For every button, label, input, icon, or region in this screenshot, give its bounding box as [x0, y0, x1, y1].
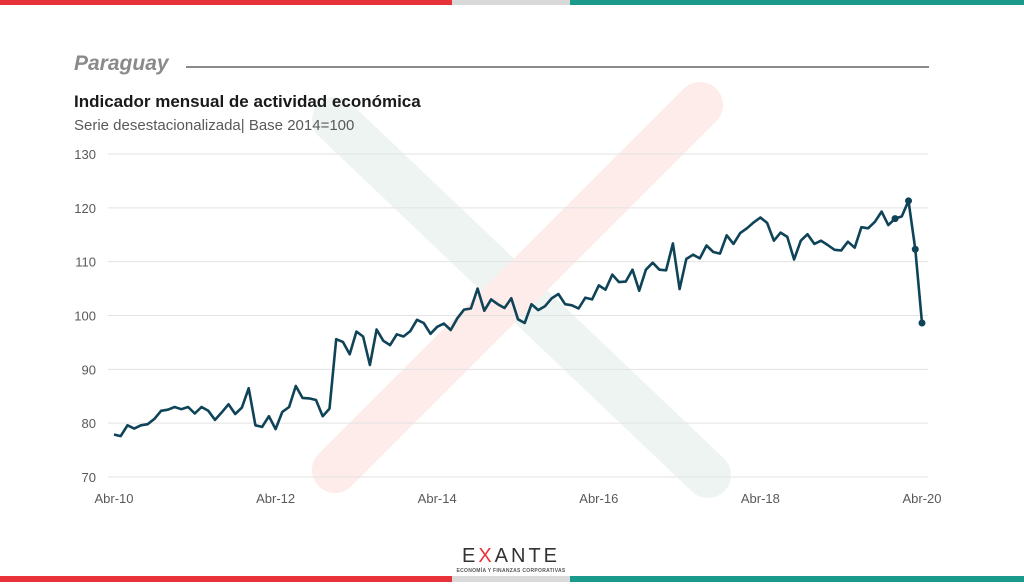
y-tick-label: 120	[74, 201, 96, 216]
y-tick-label: 100	[74, 309, 96, 324]
logo-tagline: ECONOMÍA Y FINANZAS CORPORATIVAS	[456, 568, 566, 574]
bottom-bar-red-segment	[0, 576, 452, 582]
series-line	[113, 199, 924, 438]
x-tick-label: Abr-10	[94, 491, 133, 506]
bottom-bar-gray-segment	[452, 576, 570, 582]
y-tick-label: 130	[74, 147, 96, 162]
x-tick-label: Abr-16	[579, 491, 618, 506]
top-bar-gray-segment	[452, 0, 570, 5]
y-tick-label: 80	[82, 416, 96, 431]
data-point-marker	[911, 245, 919, 253]
top-bar-red-segment	[0, 0, 452, 5]
top-bar-teal-segment	[570, 0, 1024, 5]
x-tick-label: Abr-18	[741, 491, 780, 506]
header-rule	[186, 66, 929, 68]
x-tick-label: Abr-12	[256, 491, 295, 506]
top-color-bar	[0, 0, 1024, 5]
x-tick-label: Abr-20	[902, 491, 941, 506]
bottom-color-bar	[0, 576, 1024, 582]
exante-logo: EXANTE ECONOMÍA Y FINANZAS CORPORATIVAS	[452, 546, 570, 574]
data-point-marker	[891, 215, 899, 223]
chart-subtitle: Serie desestacionalizada| Base 2014=100	[74, 117, 355, 134]
logo-wordmark: EXANTE	[461, 545, 561, 567]
country-label: Paraguay	[74, 52, 169, 75]
data-point-marker	[918, 319, 926, 327]
y-tick-label: 110	[75, 255, 96, 270]
bottom-bar-teal-segment	[570, 576, 1024, 582]
y-tick-label: 90	[82, 362, 96, 377]
chart-title: Indicador mensual de actividad económica	[74, 92, 421, 111]
data-point-marker	[905, 197, 913, 205]
x-tick-label: Abr-14	[418, 491, 457, 506]
y-tick-label: 70	[82, 470, 96, 485]
